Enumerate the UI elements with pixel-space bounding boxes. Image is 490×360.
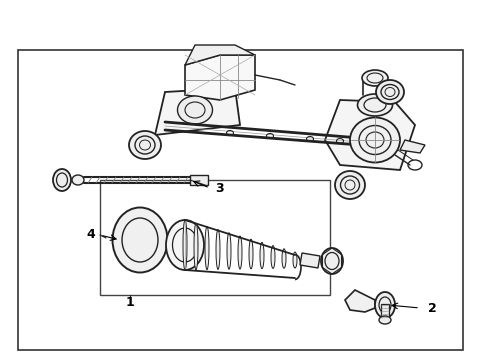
Polygon shape	[345, 290, 375, 312]
Text: 3: 3	[215, 181, 223, 194]
Ellipse shape	[362, 70, 388, 86]
Ellipse shape	[321, 248, 343, 274]
Ellipse shape	[293, 252, 297, 268]
Ellipse shape	[375, 292, 395, 318]
Polygon shape	[325, 100, 415, 170]
Ellipse shape	[282, 249, 286, 268]
Ellipse shape	[53, 169, 71, 191]
Ellipse shape	[249, 239, 253, 269]
Text: 2: 2	[428, 302, 437, 315]
Polygon shape	[155, 88, 240, 135]
Ellipse shape	[113, 207, 168, 273]
Text: 1: 1	[125, 296, 134, 309]
Bar	[190, 175, 208, 185]
Ellipse shape	[227, 233, 231, 269]
Ellipse shape	[205, 226, 209, 270]
Bar	[381, 304, 389, 318]
Ellipse shape	[194, 223, 198, 270]
Text: 4: 4	[86, 229, 95, 242]
Ellipse shape	[379, 316, 391, 324]
Ellipse shape	[183, 220, 187, 270]
Ellipse shape	[129, 131, 161, 159]
Polygon shape	[300, 253, 320, 268]
Ellipse shape	[72, 175, 84, 185]
Ellipse shape	[216, 230, 220, 269]
Bar	[100, 180, 330, 295]
Ellipse shape	[358, 94, 392, 116]
Polygon shape	[185, 45, 255, 65]
Ellipse shape	[335, 171, 365, 199]
Ellipse shape	[260, 242, 264, 269]
Bar	[18, 50, 463, 350]
Ellipse shape	[166, 220, 204, 270]
Ellipse shape	[376, 80, 404, 104]
Ellipse shape	[238, 236, 242, 269]
Polygon shape	[185, 55, 255, 100]
Polygon shape	[400, 140, 425, 153]
Ellipse shape	[350, 117, 400, 162]
Ellipse shape	[271, 246, 275, 269]
Ellipse shape	[177, 96, 213, 124]
